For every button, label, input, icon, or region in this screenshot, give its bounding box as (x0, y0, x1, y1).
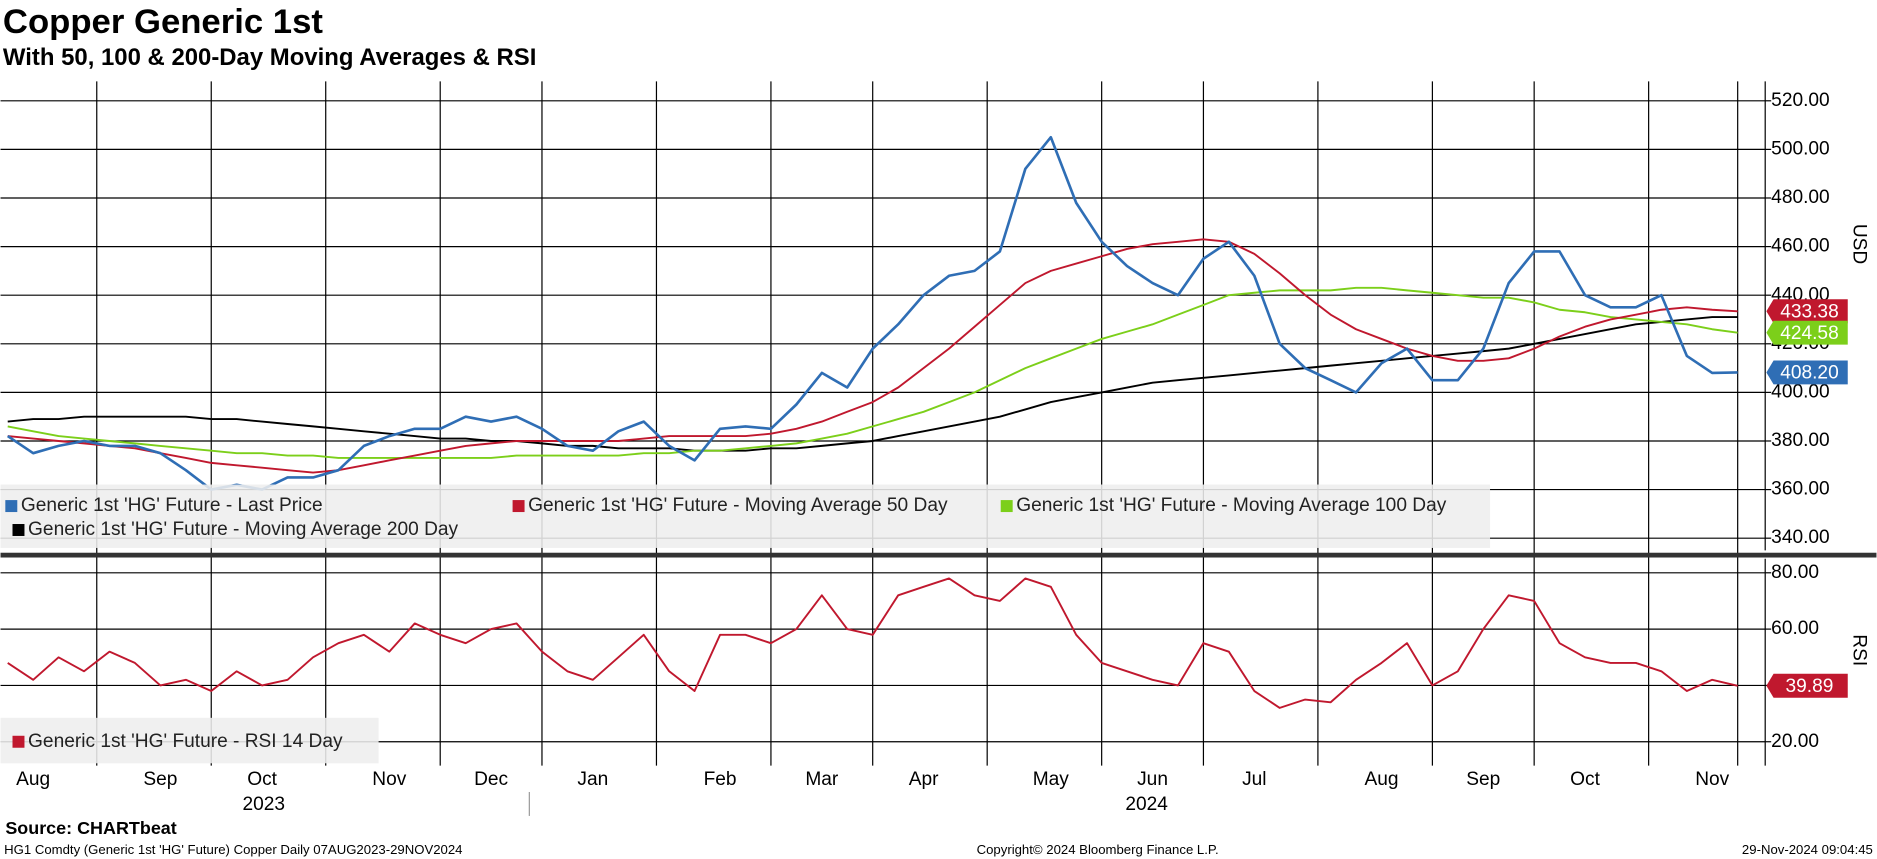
y-tick-label: 400.00 (1771, 381, 1830, 402)
x-tick-label: Jan (577, 769, 608, 790)
end-label: 433.38 (1780, 302, 1839, 323)
x-tick-label: Apr (909, 769, 939, 790)
y-tick-label: 20.00 (1771, 731, 1819, 752)
x-tick-label: May (1033, 769, 1070, 790)
x-tick-label: Oct (247, 769, 277, 790)
footer-copyright: Copyright© 2024 Bloomberg Finance L.P. (977, 842, 1219, 857)
x-tick-label: Sep (1466, 769, 1500, 790)
end-label: 39.89 (1786, 676, 1834, 697)
x-tick-label: Nov (1695, 769, 1729, 790)
legend-label: Generic 1st 'HG' Future - Last Price (21, 495, 323, 516)
chart-title: Copper Generic 1st (3, 3, 323, 41)
source: Source: CHARTbeat (5, 818, 176, 838)
x-tick-label: Jul (1242, 769, 1266, 790)
end-label: 424.58 (1780, 323, 1839, 344)
legend-label: Generic 1st 'HG' Future - Moving Average… (28, 519, 458, 540)
y-tick-label: 500.00 (1771, 138, 1830, 159)
y-tick-label: 340.00 (1771, 527, 1830, 548)
y-axis-label: RSI (1848, 634, 1869, 666)
legend-label: Generic 1st 'HG' Future - RSI 14 Day (28, 731, 343, 752)
legend-swatch (12, 524, 25, 536)
end-badge (1766, 673, 1848, 698)
x-tick-label: Mar (805, 769, 839, 790)
y-tick-label: 520.00 (1771, 90, 1830, 111)
legend-swatch (1000, 500, 1013, 513)
x-tick-label: Sep (143, 769, 177, 790)
x-group-label: 2024 (1125, 794, 1168, 815)
legend-swatch (12, 735, 25, 748)
series-line (6, 135, 1738, 491)
x-tick-label: Aug (16, 769, 50, 790)
end-badge (1766, 320, 1848, 345)
footer-date: 29-Nov-2024 09:04:45 (1742, 842, 1873, 857)
legend-box (0, 717, 379, 764)
x-tick-label: Feb (704, 769, 737, 790)
x-group-label: 2023 (242, 794, 285, 815)
y-tick-label: 80.00 (1771, 562, 1819, 583)
end-badge (1766, 299, 1848, 324)
footer-left: HG1 Comdty (Generic 1st 'HG' Future) Cop… (4, 842, 462, 857)
end-badge (1766, 360, 1848, 385)
y-axis-label: USD (1848, 224, 1869, 264)
panel-separator (0, 552, 1877, 558)
x-tick-label: Dec (474, 769, 508, 790)
series-line (7, 316, 1738, 452)
x-tick-label: Oct (1570, 769, 1600, 790)
x-tick-label: Jun (1137, 769, 1168, 790)
legend-label: Generic 1st 'HG' Future - Moving Average… (1016, 495, 1446, 516)
legend-swatch (512, 500, 525, 513)
legend-label: Generic 1st 'HG' Future - Moving Average… (528, 495, 948, 516)
legend-box (0, 484, 1491, 548)
y-tick-label: 380.00 (1771, 430, 1830, 451)
x-tick-label: Nov (372, 769, 406, 790)
x-tick-label: Aug (1364, 769, 1398, 790)
legend-swatch (5, 500, 18, 513)
chart-subtitle: With 50, 100 & 200-Day Moving Averages &… (3, 44, 536, 71)
series-line (7, 238, 1738, 474)
end-label: 408.20 (1780, 363, 1839, 384)
y-tick-label: 460.00 (1771, 236, 1830, 257)
y-tick-label: 60.00 (1771, 618, 1819, 639)
y-tick-label: 480.00 (1771, 187, 1830, 208)
y-tick-label: 360.00 (1771, 479, 1830, 500)
series-line (7, 286, 1738, 459)
series-line (7, 577, 1738, 709)
